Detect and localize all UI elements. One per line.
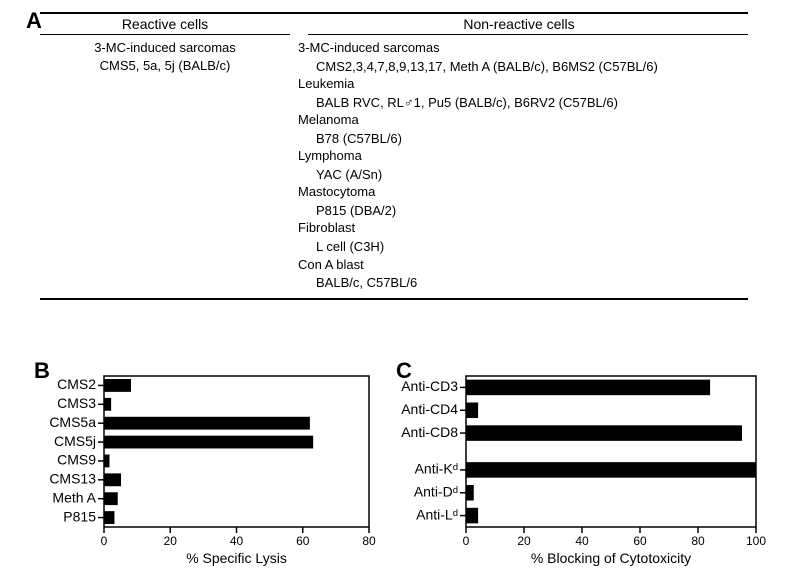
table-body: 3-MC-induced sarcomas CMS5, 5a, 5j (BALB… (40, 35, 748, 292)
x-tick-label: 20 (164, 534, 178, 548)
bar (105, 398, 112, 411)
category-label: CMS9 (57, 452, 96, 468)
bar (105, 492, 118, 505)
panel-b-chart: 0 20 40 60 80 % Specific Lysis CMS2 CMS3 CMS5a CM… (34, 372, 379, 567)
nonreactive-items: B78 (C57BL/6) (298, 130, 748, 148)
bar (467, 402, 479, 418)
nonreactive-items: YAC (A/Sn) (298, 166, 748, 184)
category-label: CMS5a (49, 414, 96, 430)
category-label: CMS3 (57, 395, 96, 411)
nonreactive-items: BALB RVC, RL♂1, Pu5 (BALB/c), B6RV2 (C57… (298, 94, 748, 112)
reactive-cells-col: 3-MC-induced sarcomas CMS5, 5a, 5j (BALB… (40, 39, 290, 292)
x-axis-label: % Specific Lysis (186, 550, 287, 566)
category-label: Anti-Kᵈ (415, 461, 458, 477)
table-header-rule (40, 34, 748, 35)
panel-a-table: Reactive cells Non-reactive cells 3-MC-i… (40, 12, 748, 300)
nonreactive-items: P815 (DBA/2) (298, 202, 748, 220)
x-axis-label: % Blocking of Cytotoxicity (531, 550, 691, 566)
category-label: Anti-CD8 (401, 424, 458, 440)
bar (467, 425, 743, 441)
category-label: Meth A (52, 489, 96, 505)
category-label: CMS13 (49, 471, 96, 487)
nonreactive-category: Fibroblast (298, 219, 748, 237)
x-tick-label: 60 (296, 534, 310, 548)
category-label: CMS5j (54, 433, 96, 449)
reactive-line: CMS5, 5a, 5j (BALB/c) (40, 57, 290, 75)
nonreactive-category: Melanoma (298, 111, 748, 129)
bar (105, 379, 132, 392)
nonreactive-category: Leukemia (298, 75, 748, 93)
nonreactive-category: Mastocytoma (298, 183, 748, 201)
figure-root: A Reactive cells Non-reactive cells 3-MC… (0, 0, 788, 579)
nonreactive-items: BALB/c, C57BL/6 (298, 274, 748, 292)
x-tick-label: 100 (746, 534, 766, 548)
category-label: CMS2 (57, 376, 96, 392)
nonreactive-cells-col: 3-MC-induced sarcomasCMS2,3,4,7,8,9,13,1… (290, 39, 748, 292)
nonreactive-category: 3-MC-induced sarcomas (298, 39, 748, 57)
nonreactive-category: Lymphoma (298, 147, 748, 165)
category-label: Anti-CD4 (401, 401, 458, 417)
table-header-nonreactive: Non-reactive cells (290, 16, 748, 32)
category-label: Anti-Dᵈ (414, 483, 458, 499)
table-bottom-rule (40, 298, 748, 300)
category-label: Anti-Lᵈ (416, 506, 458, 522)
nonreactive-items: CMS2,3,4,7,8,9,13,17, Meth A (BALB/c), B… (298, 58, 748, 76)
bar (105, 417, 310, 430)
bar (467, 485, 474, 501)
bar (467, 380, 711, 396)
panel-c-chart: 0 20 40 60 80 100 % Blocking of Cytotoxicity An… (396, 372, 766, 567)
reactive-line: 3-MC-induced sarcomas (40, 39, 290, 57)
x-tick-label: 20 (517, 534, 531, 548)
x-tick-label: 40 (575, 534, 589, 548)
nonreactive-items: L cell (C3H) (298, 238, 748, 256)
table-header-row: Reactive cells Non-reactive cells (40, 14, 748, 34)
x-tick-label: 0 (101, 534, 108, 548)
x-tick-label: 60 (633, 534, 647, 548)
category-label: Anti-CD3 (401, 378, 458, 394)
bar (467, 508, 479, 524)
x-tick-label: 80 (362, 534, 376, 548)
x-tick-label: 80 (691, 534, 705, 548)
nonreactive-category: Con A blast (298, 256, 748, 274)
bar (105, 511, 115, 524)
category-label: P815 (63, 508, 96, 524)
table-header-reactive: Reactive cells (40, 16, 290, 32)
bar (105, 473, 122, 486)
bar (467, 462, 757, 478)
x-tick-label: 0 (463, 534, 470, 548)
x-tick-label: 40 (230, 534, 244, 548)
bar (105, 436, 314, 449)
bar (105, 455, 110, 468)
